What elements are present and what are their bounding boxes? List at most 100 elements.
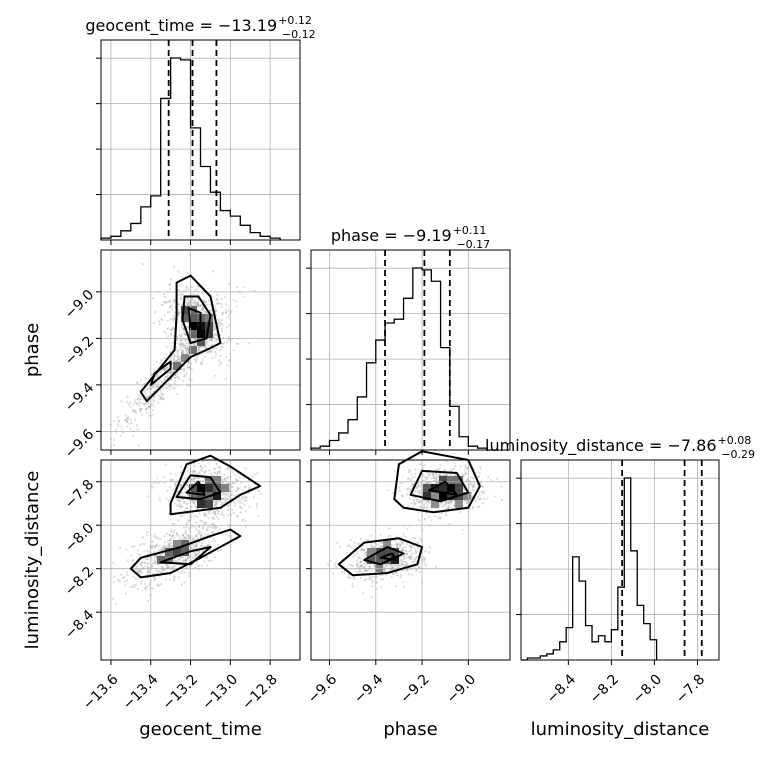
density-cell xyxy=(197,500,205,508)
sample-point xyxy=(408,468,411,471)
sample-point xyxy=(117,426,120,429)
sample-point xyxy=(138,404,141,407)
sample-point xyxy=(191,536,194,539)
sample-point xyxy=(402,563,405,567)
sample-point xyxy=(413,476,416,479)
sample-point xyxy=(414,548,417,551)
sample-point xyxy=(423,504,426,507)
sample-point xyxy=(146,568,149,572)
sample-point xyxy=(180,572,183,575)
sample-point xyxy=(370,569,373,572)
x-axis-label-geocent_time: geocent_time xyxy=(139,719,262,740)
sample-point xyxy=(180,335,183,338)
sample-point xyxy=(122,431,125,434)
sample-point xyxy=(445,513,448,517)
sample-point xyxy=(468,482,471,485)
panel-frame-1-0 xyxy=(100,249,301,451)
sample-point xyxy=(223,473,226,476)
x-tick-label-geocent_time: −13.4 xyxy=(120,671,162,713)
sample-point xyxy=(236,515,239,518)
sample-point xyxy=(355,559,358,562)
sample-point xyxy=(171,386,174,390)
sample-point xyxy=(172,357,176,360)
sample-point xyxy=(392,564,396,567)
sample-point xyxy=(235,305,238,308)
histogram-phase xyxy=(310,267,497,451)
sample-point xyxy=(198,471,201,474)
sample-point xyxy=(425,481,428,484)
sample-point xyxy=(402,581,405,584)
sample-point xyxy=(391,572,394,576)
sample-point xyxy=(162,388,165,391)
sample-point xyxy=(179,494,182,497)
sample-point xyxy=(213,504,216,507)
sample-point xyxy=(168,545,171,548)
sample-point xyxy=(213,325,216,328)
contour-phase-vs-luminosity_distance-5 xyxy=(379,552,398,561)
sample-point xyxy=(199,304,202,307)
sample-point xyxy=(379,533,382,536)
density-cell xyxy=(439,484,447,492)
sample-point xyxy=(155,569,158,572)
density-cell xyxy=(383,540,391,548)
sample-point xyxy=(203,300,206,303)
sample-point xyxy=(185,532,188,535)
sample-point xyxy=(382,568,385,571)
sample-point xyxy=(419,537,422,540)
sample-point xyxy=(180,339,183,342)
sample-point xyxy=(444,469,447,472)
sample-point xyxy=(228,323,231,327)
sample-point xyxy=(126,401,129,404)
sample-point xyxy=(114,603,117,606)
sample-point xyxy=(214,513,217,516)
sample-point xyxy=(478,471,481,475)
sample-point xyxy=(199,304,203,307)
sample-point xyxy=(129,427,132,431)
sample-point xyxy=(183,345,186,348)
sample-point xyxy=(112,443,116,446)
sample-point xyxy=(187,575,191,578)
sample-point xyxy=(397,542,400,545)
sample-point xyxy=(176,490,179,493)
sample-point xyxy=(419,539,423,543)
sample-point xyxy=(150,403,154,406)
sample-point xyxy=(464,472,467,475)
sample-point xyxy=(160,570,163,573)
sample-point xyxy=(423,506,426,509)
sample-point xyxy=(208,338,211,342)
sample-point xyxy=(146,562,149,565)
title-phase: phase = −9.19+0.11 −0.17 xyxy=(331,224,490,251)
sample-point xyxy=(139,407,142,410)
sample-point xyxy=(392,572,395,575)
sample-point xyxy=(465,499,468,502)
sample-point xyxy=(169,332,172,335)
sample-point xyxy=(169,370,173,373)
sample-point xyxy=(169,305,172,309)
density-cell xyxy=(205,484,213,492)
sample-point xyxy=(156,385,159,388)
sample-point xyxy=(244,485,247,488)
sample-point xyxy=(404,549,407,552)
sample-point xyxy=(445,500,448,504)
sample-point xyxy=(112,581,115,584)
sample-point xyxy=(232,511,235,515)
sample-point xyxy=(173,359,176,362)
sample-point xyxy=(205,300,208,303)
sample-point xyxy=(215,500,218,503)
sample-point xyxy=(435,476,438,479)
sample-point xyxy=(383,569,386,572)
sample-point xyxy=(214,540,217,543)
sample-point xyxy=(422,473,425,476)
sample-point xyxy=(361,565,364,568)
sample-point xyxy=(186,271,189,275)
sample-point xyxy=(151,565,154,568)
sample-point xyxy=(173,353,176,356)
sample-point xyxy=(412,483,415,486)
sample-point xyxy=(408,477,411,480)
sample-point xyxy=(242,295,245,298)
sample-point xyxy=(186,366,189,369)
sample-point xyxy=(120,434,123,437)
sample-point xyxy=(193,477,196,480)
sample-point xyxy=(137,552,140,556)
sample-point xyxy=(196,552,199,555)
